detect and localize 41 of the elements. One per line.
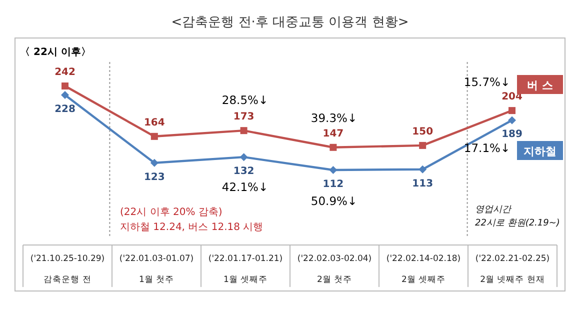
category-label: ('22.02.14-02.18) 2월 셋째주: [386, 254, 461, 285]
point: [150, 132, 158, 140]
chart-subtitle: 〈 22시 이후〉: [20, 46, 91, 58]
category-label: ('22.01.17-01.21) 1월 셋째주: [208, 254, 283, 285]
text: 지하철: [522, 145, 556, 158]
point: [61, 91, 69, 100]
series-label: 버 스: [527, 79, 553, 92]
annotation: 39.3%↓: [310, 111, 358, 125]
point: [329, 166, 338, 174]
data-label: 150: [412, 126, 434, 138]
annotation: 15.7%↓: [464, 75, 510, 89]
data-label: 112: [322, 179, 344, 190]
annotation: 17.1%↓: [464, 141, 510, 155]
category-label: ('22.02.21-02.25) 2월 넷째주 현재: [475, 254, 550, 285]
point: [330, 144, 337, 151]
point: [62, 82, 68, 90]
data-label: 228: [54, 104, 76, 116]
data-label: 113: [412, 178, 434, 190]
data-label: 147: [322, 128, 344, 140]
chart-title: <감축운행 전·후 대중교통 이용객 현황>: [171, 15, 409, 30]
text: 50.9%↓: [310, 194, 358, 208]
text: (22시 이후 20% 감축) 지하철 12.24, 버스 12.18 시행: [120, 207, 264, 233]
text: 42.1%↓: [222, 180, 268, 194]
data-label: 189: [502, 129, 522, 140]
data-label: 173: [233, 112, 254, 123]
point: [508, 116, 516, 124]
point: [240, 127, 248, 134]
point: [419, 142, 426, 149]
annotation: 28.5%↓: [222, 93, 268, 107]
category-label: ('22.01.03-01.07) 1월 첫주: [119, 254, 194, 285]
category-label: ('21.10.25-10.29) 감축운행 전: [30, 254, 105, 285]
category-label: ('22.02.03-02.04) 2월 첫주: [297, 254, 372, 285]
point: [418, 165, 427, 174]
data-label: 132: [233, 166, 254, 178]
data-label: 242: [54, 67, 76, 78]
data-label: 123: [144, 172, 165, 183]
data-label: 164: [144, 117, 165, 128]
text: 영업시간 22시로 환원(2.19~): [475, 205, 560, 228]
point: [240, 153, 248, 162]
point: [150, 158, 158, 167]
point: [508, 107, 516, 114]
